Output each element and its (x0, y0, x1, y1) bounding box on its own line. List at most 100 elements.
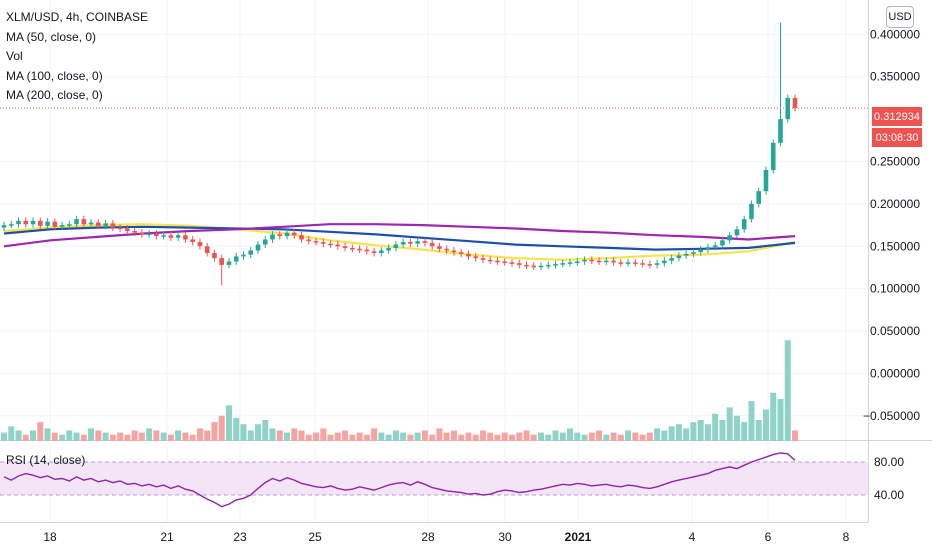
candle-body (270, 234, 275, 240)
candle (37, 217, 43, 230)
candle-body (30, 220, 36, 225)
candle-body (379, 250, 384, 254)
candle-body (458, 252, 464, 254)
candle-body (197, 242, 203, 247)
candle (524, 261, 529, 270)
legend-vol[interactable]: Vol (6, 49, 23, 63)
candle (379, 247, 384, 257)
axis-corner[interactable] (868, 522, 932, 550)
volume-bar (189, 434, 196, 441)
candle (770, 139, 776, 174)
volume-bar (59, 434, 66, 441)
candle-body (618, 262, 624, 264)
volume-bar (675, 424, 682, 441)
candle-body (168, 235, 174, 238)
volume-bar (784, 340, 791, 441)
currency-button[interactable]: USD (886, 6, 914, 28)
volume-bar (712, 413, 719, 441)
volume-bar (683, 428, 690, 441)
candle (698, 246, 703, 256)
candle-body (749, 203, 754, 220)
volume-bar (690, 422, 697, 441)
candle (567, 258, 573, 267)
candle-body (161, 235, 166, 237)
time-tick-label: 28 (421, 530, 435, 544)
candle-body (596, 260, 602, 263)
candle (284, 229, 290, 240)
candle-body (538, 265, 544, 268)
volume-bar (109, 434, 116, 441)
volume-bar (218, 415, 225, 441)
volume-bar (254, 424, 261, 441)
volume-bar (291, 428, 298, 441)
candle-body (190, 239, 195, 243)
volume-bar (588, 432, 595, 441)
candle (495, 257, 500, 265)
candle (219, 254, 225, 286)
candle (299, 231, 304, 243)
volume-bar (378, 432, 385, 441)
rsi-line (3, 452, 796, 508)
volume-bar (320, 428, 327, 441)
candle (545, 261, 551, 270)
candle (183, 231, 188, 243)
volume-bar (523, 430, 530, 441)
candle (1, 221, 7, 231)
volume-bar (487, 432, 494, 441)
candle-body (712, 245, 718, 248)
volume-bar (654, 428, 661, 441)
candle-body (284, 232, 290, 237)
candle-body (422, 241, 428, 243)
candle (277, 230, 283, 240)
candle (589, 256, 595, 265)
candle-body (23, 220, 29, 225)
candle (778, 22, 783, 147)
candle (139, 229, 145, 238)
volume-bar (719, 420, 726, 441)
candle-body (691, 252, 696, 254)
volume-bar (530, 434, 537, 441)
candle-body (212, 253, 217, 259)
candle-body (146, 233, 152, 236)
candle (763, 166, 769, 195)
countdown-tag: 03:08:30 (872, 128, 922, 147)
candle (393, 241, 399, 252)
candle (45, 218, 50, 230)
candle-body (582, 259, 587, 262)
legend-ma200[interactable]: MA (200, close, 0) (6, 88, 103, 102)
candle-body (248, 250, 254, 255)
candle (226, 258, 232, 269)
volume-bar (66, 430, 73, 441)
candle (683, 250, 689, 259)
candle (386, 244, 391, 254)
candle (168, 231, 174, 242)
volume-bar (211, 422, 218, 441)
candle-body (553, 264, 558, 266)
legend-symbol[interactable]: XLM/USD, 4h, COINBASE (6, 10, 149, 24)
candle-body (386, 247, 391, 251)
candle-body (437, 246, 442, 249)
candle (466, 250, 471, 260)
candle-body (611, 260, 616, 263)
volume-bar (182, 432, 189, 441)
candle-body (778, 119, 783, 143)
candle-body (37, 220, 43, 226)
volume-bar (124, 434, 131, 441)
volume-bar (51, 432, 58, 441)
volume-bar (538, 432, 545, 441)
volume-bar (276, 430, 283, 441)
volume-bar (342, 430, 349, 441)
volume-bar (777, 399, 784, 441)
volume-bar (559, 432, 566, 441)
legend-ma100[interactable]: MA (100, close, 0) (6, 68, 103, 83)
candle-body (509, 262, 515, 264)
volume-bar (160, 432, 167, 441)
time-tick-label: 2021 (565, 530, 592, 544)
candle-body (8, 224, 14, 226)
candle (59, 221, 65, 231)
legend-ma50[interactable]: MA (50, close, 0) (6, 29, 97, 44)
volume-bar (443, 432, 450, 441)
rsi-legend[interactable]: RSI (14, close) (6, 453, 86, 467)
candle-body (255, 244, 261, 251)
